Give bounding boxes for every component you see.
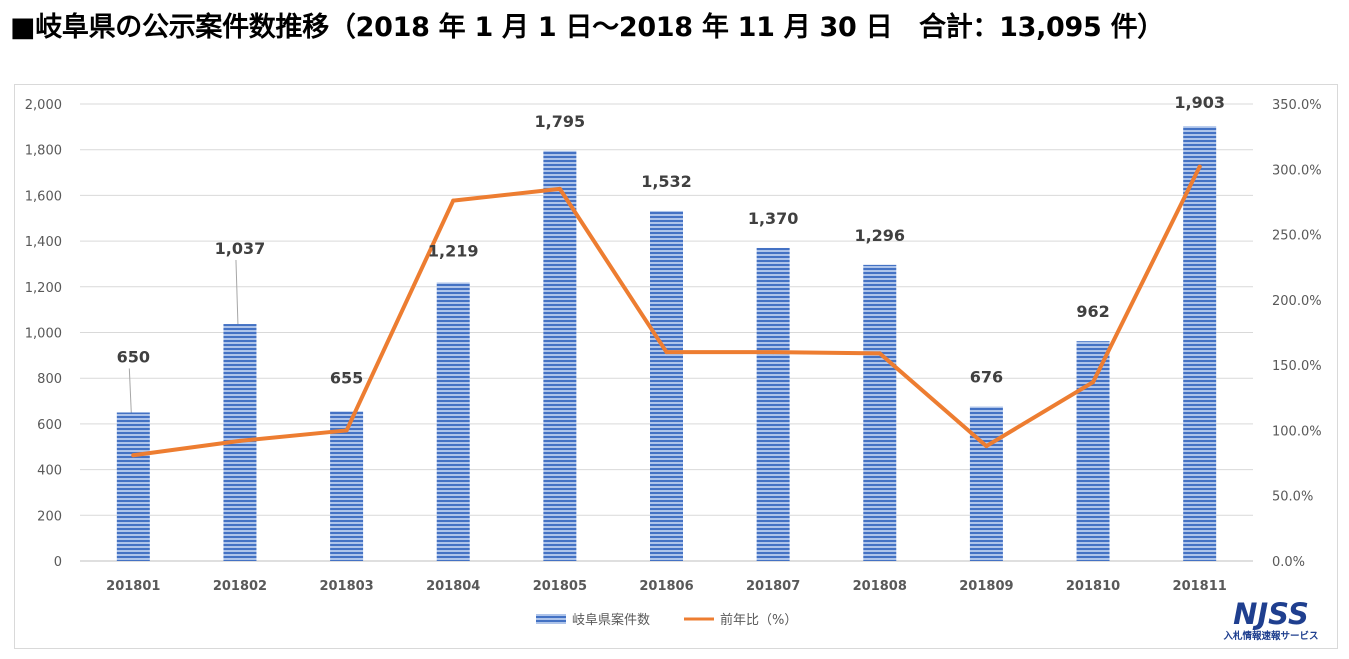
y-right-tick-label: 300.0% bbox=[1272, 163, 1322, 178]
yoy-point bbox=[131, 453, 136, 458]
yoy-point bbox=[1091, 380, 1096, 385]
bar-201801 bbox=[116, 412, 150, 561]
legend-label-bar: 岐阜県案件数 bbox=[572, 612, 650, 628]
bar-201804 bbox=[436, 282, 470, 561]
bar-201808 bbox=[863, 264, 897, 561]
bar-201803 bbox=[330, 411, 364, 561]
y-left-tick-label: 400 bbox=[37, 464, 62, 479]
bar-data-label: 1,037 bbox=[215, 239, 266, 258]
x-category-label: 201801 bbox=[106, 579, 160, 594]
bar-data-label: 1,532 bbox=[641, 172, 692, 191]
yoy-point bbox=[1197, 164, 1202, 169]
y-right-tick-label: 250.0% bbox=[1272, 229, 1322, 244]
y-left-tick-label: 600 bbox=[37, 418, 62, 433]
logo-subtitle: 入札情報速報サービス bbox=[1222, 630, 1318, 642]
y-left-tick-label: 2,000 bbox=[25, 98, 62, 113]
yoy-point bbox=[451, 198, 456, 203]
yoy-point bbox=[984, 444, 989, 449]
y-right-tick-label: 150.0% bbox=[1272, 359, 1322, 374]
bar-201807 bbox=[756, 247, 790, 561]
y-right-tick-label: 350.0% bbox=[1272, 98, 1322, 113]
bar-201811 bbox=[1183, 126, 1217, 562]
bar-201809 bbox=[969, 406, 1003, 561]
bar-data-label: 1,219 bbox=[428, 241, 479, 260]
bar-data-label: 1,903 bbox=[1174, 93, 1225, 112]
y-right-tick-label: 50.0% bbox=[1272, 490, 1313, 505]
y-left-tick-label: 1,400 bbox=[25, 235, 62, 250]
y-left-tick-label: 1,200 bbox=[25, 281, 62, 296]
yoy-point bbox=[771, 350, 776, 355]
x-category-label: 201810 bbox=[1066, 579, 1120, 594]
x-category-label: 201803 bbox=[319, 579, 373, 594]
y-left-tick-label: 1,600 bbox=[25, 189, 62, 204]
legend-label-line: 前年比（%） bbox=[720, 612, 797, 628]
x-category-label: 201809 bbox=[959, 579, 1013, 594]
y-right-tick-label: 0.0% bbox=[1272, 555, 1305, 570]
bar-data-label: 650 bbox=[117, 347, 150, 366]
x-category-label: 201804 bbox=[426, 579, 480, 594]
x-category-label: 201806 bbox=[639, 579, 693, 594]
yoy-point bbox=[344, 428, 349, 433]
bar-data-label: 1,795 bbox=[535, 112, 586, 131]
x-category-label: 201811 bbox=[1173, 579, 1227, 594]
bar-data-label: 1,370 bbox=[748, 209, 799, 228]
yoy-point bbox=[557, 186, 562, 191]
page-title: ■岐阜県の公示案件数推移（2018 年 1 月 1 日～2018 年 11 月 … bbox=[10, 12, 1165, 43]
x-category-label: 201808 bbox=[853, 579, 907, 594]
y-left-tick-label: 200 bbox=[37, 509, 62, 524]
leader-line bbox=[128, 368, 132, 414]
bar-201810 bbox=[1076, 341, 1110, 561]
njss-logo: NJSS 入札情報速報サービス bbox=[1222, 597, 1318, 642]
x-category-label: 201807 bbox=[746, 579, 800, 594]
bar-201806 bbox=[650, 210, 683, 562]
y-left-tick-label: 800 bbox=[37, 372, 62, 387]
x-category-label: 201802 bbox=[213, 579, 267, 594]
yoy-point bbox=[877, 351, 882, 356]
bar-data-label: 962 bbox=[1076, 302, 1109, 321]
logo-mark: NJSS bbox=[1233, 597, 1309, 631]
bar-data-label: 1,296 bbox=[854, 226, 905, 245]
bar-data-label: 655 bbox=[330, 368, 363, 387]
y-right-tick-label: 100.0% bbox=[1272, 424, 1322, 439]
y-left-tick-label: 1,000 bbox=[25, 327, 62, 342]
x-category-label: 201805 bbox=[533, 579, 587, 594]
yoy-point bbox=[237, 438, 242, 443]
chart-frame bbox=[14, 84, 1338, 649]
legend-swatch-bar bbox=[536, 614, 566, 624]
yoy-point bbox=[664, 350, 669, 355]
y-left-tick-label: 1,800 bbox=[25, 144, 62, 159]
bar-201805 bbox=[543, 150, 577, 561]
leader-line bbox=[235, 260, 239, 326]
y-left-tick-label: 0 bbox=[54, 555, 62, 570]
bar-data-label: 676 bbox=[970, 368, 1003, 387]
y-right-tick-label: 200.0% bbox=[1272, 294, 1322, 309]
